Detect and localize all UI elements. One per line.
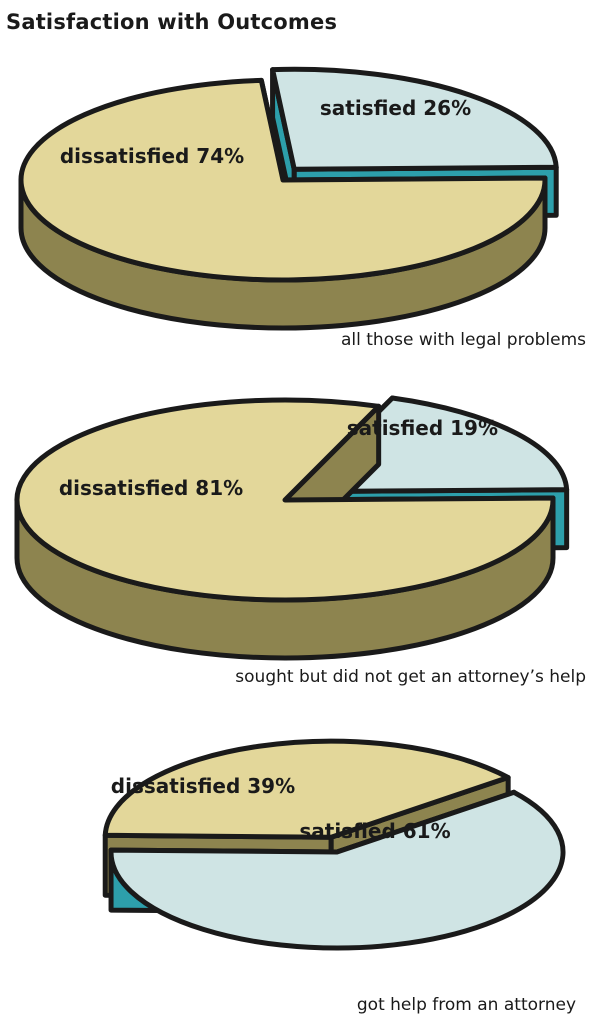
slice-satisfied [108,789,566,951]
pie-chart-got-attorney: dissatisfied 39%satisfied 61% got help fr… [102,738,576,1015]
slice-dissatisfied [18,77,548,331]
slice-top [18,77,548,283]
chart-caption: sought but did not get an attorney’s hel… [235,667,586,687]
pie-chart-sought-no-attorney: satisfied 19% dissatisfied 81% sought but … [14,395,586,687]
slice-dissatisfied [14,397,556,661]
slice-top [108,789,566,951]
slice-top [14,397,556,603]
slice-top [270,66,559,172]
page-title: Satisfaction with Outcomes [6,10,338,34]
slice-label-satisfied: satisfied 26% [320,96,471,120]
slice-top [102,738,511,840]
slice-label-satisfied: satisfied 61% [299,819,450,843]
slice-label-dissatisfied: dissatisfied 39% [111,774,295,798]
slice-label-satisfied: satisfied 19% [347,416,498,440]
chart-caption: all those with legal problems [341,330,586,350]
slice-label-dissatisfied: dissatisfied 81% [59,476,243,500]
chart-caption: got help from an attorney [357,995,576,1015]
slice-label-dissatisfied: dissatisfied 74% [60,144,244,168]
pie-chart-all-legal-problems: satisfied 26% dissatisfied 74% all those w… [18,66,586,350]
